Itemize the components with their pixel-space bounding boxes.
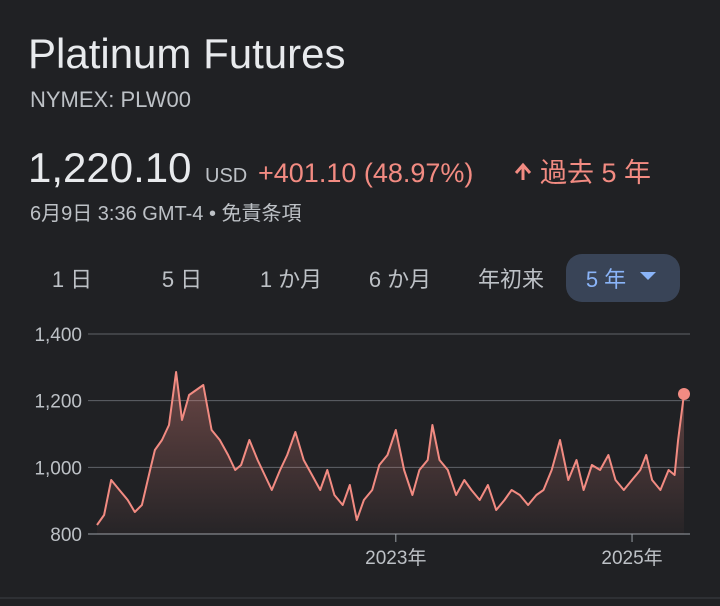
change: +401.10 (48.97%) (258, 158, 473, 188)
area (97, 372, 684, 534)
dropdown-icon[interactable] (640, 272, 656, 280)
price: 1,220.10 (28, 144, 192, 191)
title: Platinum Futures (28, 30, 345, 77)
last-point (678, 387, 690, 400)
price-line (96, 371, 685, 526)
x-tick-label: 2023年 (365, 547, 426, 569)
currency: USD (205, 165, 247, 187)
range-tab[interactable]: 5 日 (162, 267, 202, 292)
y-tick-label: 1,200 (34, 392, 82, 413)
range-tab[interactable]: 年初来 (478, 267, 544, 292)
timestamp-text: 6月9日 3:36 GMT-4 • (30, 203, 222, 225)
period: 過去 5 年 (540, 158, 651, 188)
range-tab[interactable]: 1 か月 (260, 267, 322, 292)
y-tick-label: 1,400 (34, 325, 82, 346)
range-tab[interactable]: 6 か月 (369, 267, 431, 292)
y-tick-label: 800 (50, 525, 82, 546)
range-tab[interactable]: 1 日 (52, 267, 92, 292)
x-tick-label: 2025年 (601, 547, 662, 569)
selected-tab-bg (566, 254, 680, 302)
exchange: NYMEX: PLW00 (30, 87, 191, 112)
disclaimer-link[interactable]: 免責条項 (222, 202, 302, 225)
timestamp: 6月9日 3:36 GMT-4 • 免責条項 (30, 202, 302, 225)
up-arrow (514, 162, 532, 180)
range-tab[interactable]: 5 年 (586, 267, 626, 292)
y-tick-label: 1,000 (34, 458, 82, 479)
